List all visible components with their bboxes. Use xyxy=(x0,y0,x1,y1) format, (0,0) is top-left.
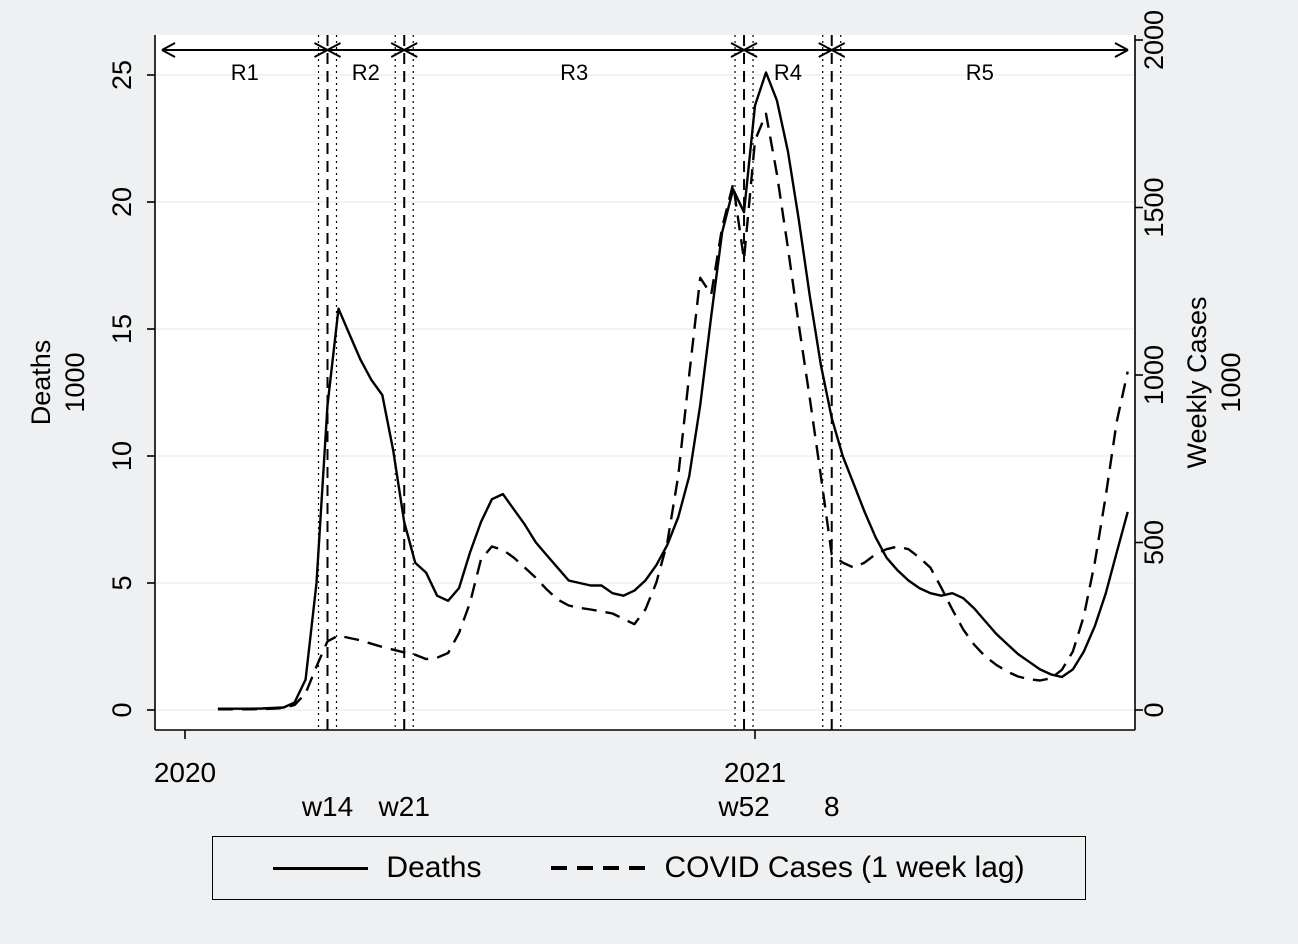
x-event-label: w52 xyxy=(717,791,769,822)
region-arrowhead xyxy=(390,42,405,51)
left-y-tick-label: 0 xyxy=(107,702,137,717)
region-arrowhead xyxy=(743,42,758,51)
right-y-tick-label: 1500 xyxy=(1139,177,1169,237)
deaths-line xyxy=(217,71,1129,710)
region-label: R3 xyxy=(560,60,588,85)
legend-item-deaths: Deaths xyxy=(273,851,481,885)
region-arrowhead xyxy=(730,49,745,58)
cases-line xyxy=(217,112,1129,711)
region-label: R1 xyxy=(231,60,259,85)
region-arrowhead xyxy=(403,42,418,51)
x-event-label: 8 xyxy=(824,791,840,822)
legend: Deaths COVID Cases (1 week lag) xyxy=(212,836,1086,900)
x-year-label: 2021 xyxy=(724,757,786,788)
left-y-tick-label: 15 xyxy=(107,314,137,344)
right-axis-title: Weekly Cases xyxy=(1182,296,1212,468)
region-arrowhead xyxy=(831,49,846,58)
right-y-tick-label: 1000 xyxy=(1139,345,1169,405)
right-y-tick-label: 2000 xyxy=(1139,10,1169,70)
region-label: R5 xyxy=(966,60,994,85)
left-y-tick-label: 25 xyxy=(107,60,137,90)
left-axis-title: Deaths xyxy=(26,340,56,426)
left-y-tick-label: 20 xyxy=(107,187,137,217)
region-arrowhead xyxy=(403,49,418,58)
region-arrowhead xyxy=(1114,49,1129,58)
right-y-tick-label: 0 xyxy=(1139,702,1169,717)
x-year-label: 2020 xyxy=(154,757,216,788)
region-label: R2 xyxy=(352,60,380,85)
region-arrowhead xyxy=(1114,42,1129,51)
cases-line-sample xyxy=(551,866,647,870)
region-arrowhead xyxy=(818,42,833,51)
right-axis-title: 1000 xyxy=(1216,352,1246,412)
right-y-tick-label: 500 xyxy=(1139,520,1169,565)
legend-label-cases: COVID Cases (1 week lag) xyxy=(664,851,1025,884)
region-arrowhead xyxy=(314,42,328,51)
region-arrowhead xyxy=(314,49,328,58)
x-event-label: w21 xyxy=(378,791,430,822)
region-arrowhead xyxy=(818,49,833,58)
legend-label-deaths: Deaths xyxy=(386,851,482,884)
region-arrowhead xyxy=(327,42,341,51)
region-arrowhead xyxy=(390,49,405,58)
region-arrowhead xyxy=(730,42,745,51)
left-y-tick-label: 10 xyxy=(107,441,137,471)
region-arrowhead xyxy=(161,42,176,51)
legend-item-cases: COVID Cases (1 week lag) xyxy=(551,851,1025,885)
deaths-line-sample xyxy=(273,866,369,870)
region-arrowhead xyxy=(743,49,758,58)
region-label: R4 xyxy=(774,60,802,85)
x-event-label: w14 xyxy=(301,791,353,822)
left-y-tick-label: 5 xyxy=(107,575,137,590)
region-arrowhead xyxy=(327,49,341,58)
region-arrowhead xyxy=(831,42,846,51)
left-axis-title: 1000 xyxy=(60,352,90,412)
region-arrowhead xyxy=(161,49,176,58)
